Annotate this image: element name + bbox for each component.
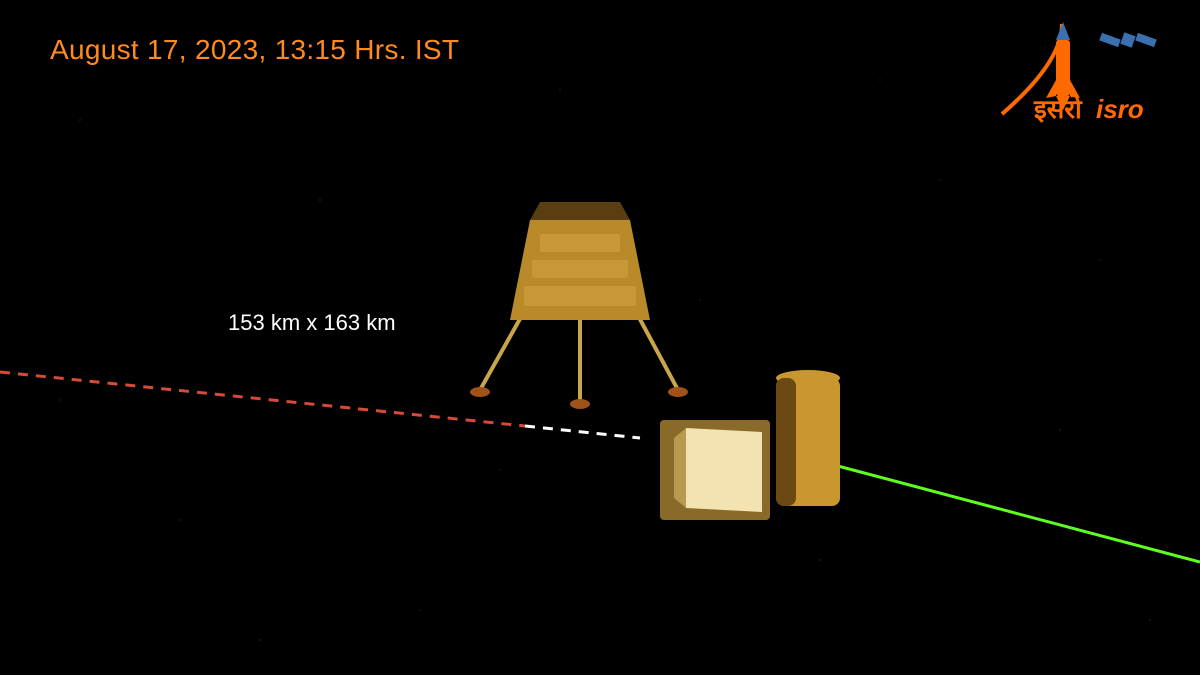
propulsion-module — [650, 370, 860, 540]
timestamp-text: August 17, 2023, 13:15 Hrs. IST — [50, 34, 459, 66]
isro-logo-hindi: इसरो — [1033, 94, 1083, 124]
isro-logo: इसरो isro — [998, 18, 1168, 128]
orbit-dimensions-label: 153 km x 163 km — [228, 310, 396, 336]
isro-logo-latin: isro — [1096, 94, 1144, 124]
